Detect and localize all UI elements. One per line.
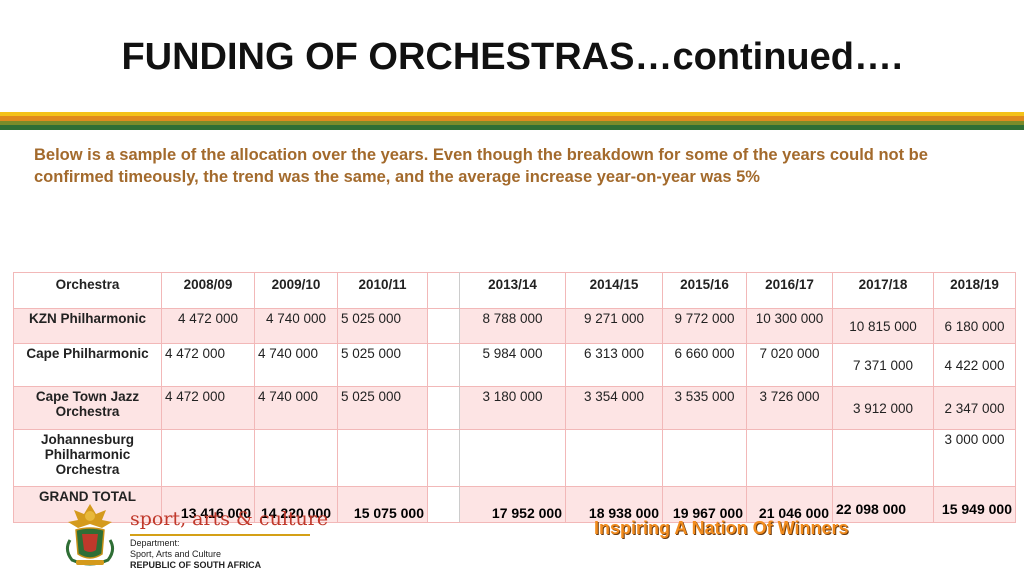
cell-value: 4 740 000	[254, 343, 338, 387]
cell-gap	[427, 386, 460, 430]
grand-total-row: GRAND TOTAL 13 416 000 14 220 000 15 075…	[13, 486, 1016, 523]
dept-line-3: REPUBLIC OF SOUTH AFRICA	[130, 560, 262, 570]
cell-value: 4 740 000	[254, 308, 338, 344]
cell-value: 5 025 000	[337, 386, 428, 430]
cell-value: 4 422 000	[933, 343, 1016, 387]
cell-gap	[427, 308, 460, 344]
cell-value: 9 772 000	[662, 308, 747, 344]
cell-value: 3 535 000	[662, 386, 747, 430]
cell-empty	[161, 429, 255, 487]
cell-empty	[746, 429, 833, 487]
header-2013-14: 2013/14	[459, 272, 566, 309]
cell-value: 2 347 000	[933, 386, 1016, 430]
table-header-row: Orchestra 2008/09 2009/10 2010/11 2013/1…	[13, 272, 1016, 309]
cell-value: 3 354 000	[565, 386, 663, 430]
cell-empty	[832, 429, 934, 487]
cell-value: 10 815 000	[832, 308, 934, 344]
cell-value: 5 025 000	[337, 308, 428, 344]
cell-value: 7 371 000	[832, 343, 934, 387]
cell-value: 5 984 000	[459, 343, 566, 387]
cell-value: 6 660 000	[662, 343, 747, 387]
header-2018-19: 2018/19	[933, 272, 1016, 309]
brand-divider	[130, 534, 310, 536]
cell-gap	[427, 486, 460, 523]
brand-name: sport, arts & culture	[130, 508, 329, 530]
department-block: Department: Sport, Arts and Culture REPU…	[130, 538, 261, 571]
cell-value: 3 912 000	[832, 386, 934, 430]
header-2014-15: 2014/15	[565, 272, 663, 309]
orchestra-name: KZN Philharmonic	[13, 308, 162, 344]
table-row: Johannesburg Philharmonic Orchestra 3 00…	[13, 429, 1016, 487]
total-value: 15 949 000	[933, 486, 1016, 523]
cell-gap	[427, 429, 460, 487]
dept-line-1: Department:	[130, 538, 180, 548]
cell-value: 6 313 000	[565, 343, 663, 387]
cell-value: 5 025 000	[337, 343, 428, 387]
dept-line-2: Sport, Arts and Culture	[130, 549, 222, 559]
allocation-table: Orchestra 2008/09 2009/10 2010/11 2013/1…	[13, 272, 1016, 523]
header-2010-11: 2010/11	[337, 272, 428, 309]
cell-gap	[427, 343, 460, 387]
cell-value: 7 020 000	[746, 343, 833, 387]
header-gap	[427, 272, 460, 309]
cell-value: 3 726 000	[746, 386, 833, 430]
footer: sport, arts & culture Department: Sport,…	[0, 496, 1024, 576]
cell-value: 4 472 000	[161, 308, 255, 344]
orchestra-name: Cape Town Jazz Orchestra	[13, 386, 162, 430]
total-value: 14 220 000	[254, 486, 338, 523]
cell-value: 4 740 000	[254, 386, 338, 430]
orchestra-name: Cape Philharmonic	[13, 343, 162, 387]
total-value: 18 938 000	[565, 486, 663, 523]
slide-title: FUNDING OF ORCHESTRAS…continued….	[121, 36, 903, 78]
header-2008-09: 2008/09	[161, 272, 255, 309]
cell-value: 9 271 000	[565, 308, 663, 344]
cell-value: 3 000 000	[933, 429, 1016, 487]
cell-empty	[662, 429, 747, 487]
cell-value: 8 788 000	[459, 308, 566, 344]
cell-empty	[337, 429, 428, 487]
total-value: 21 046 000	[746, 486, 833, 523]
intro-text: Below is a sample of the allocation over…	[34, 146, 928, 186]
cell-value: 4 472 000	[161, 343, 255, 387]
table-row: KZN Philharmonic 4 472 000 4 740 000 5 0…	[13, 308, 1016, 344]
coat-of-arms-icon	[65, 504, 115, 566]
cell-empty	[565, 429, 663, 487]
cell-empty	[459, 429, 566, 487]
orchestra-name: Johannesburg Philharmonic Orchestra	[13, 429, 162, 487]
cell-value: 3 180 000	[459, 386, 566, 430]
table-row: Cape Town Jazz Orchestra 4 472 000 4 740…	[13, 386, 1016, 430]
slogan: Inspiring A Nation Of Winners	[594, 518, 849, 538]
header-2017-18: 2017/18	[832, 272, 934, 309]
cell-empty	[254, 429, 338, 487]
cell-value: 6 180 000	[933, 308, 1016, 344]
cell-value: 4 472 000	[161, 386, 255, 430]
header-orchestra: Orchestra	[13, 272, 162, 309]
total-value: 22 098 000	[832, 486, 934, 523]
header-2016-17: 2016/17	[746, 272, 833, 309]
table-row: Cape Philharmonic 4 472 000 4 740 000 5 …	[13, 343, 1016, 387]
total-value: 19 967 000	[662, 486, 747, 523]
header-2015-16: 2015/16	[662, 272, 747, 309]
header-2009-10: 2009/10	[254, 272, 338, 309]
cell-value: 10 300 000	[746, 308, 833, 344]
decorative-stripes	[0, 112, 1024, 130]
